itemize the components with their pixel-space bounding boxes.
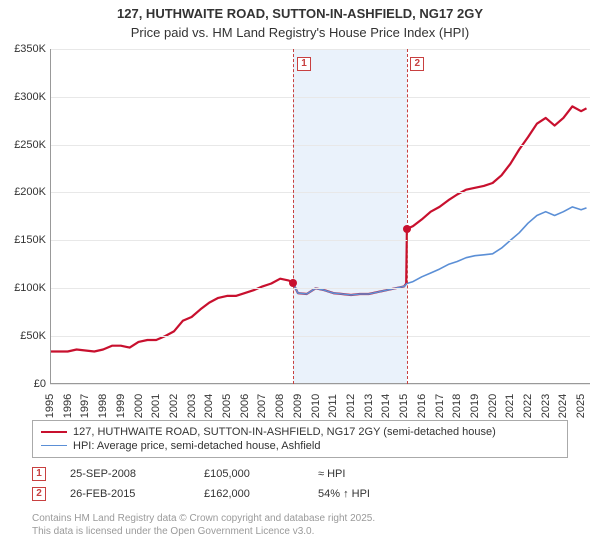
x-tick-label: 2008 [274, 394, 286, 418]
y-tick-label: £350K [14, 43, 46, 55]
x-tick-label: 2009 [292, 394, 304, 418]
x-tick-label: 2020 [487, 394, 499, 418]
chart-title-line1: 127, HUTHWAITE ROAD, SUTTON-IN-ASHFIELD,… [0, 0, 600, 25]
legend-swatch [41, 431, 67, 433]
legend-row: HPI: Average price, semi-detached house,… [41, 439, 559, 453]
chart-figure: £0£50K£100K£150K£200K£250K£300K£350K 12 … [0, 44, 600, 414]
events-table: 1 25-SEP-2008 £105,000 ≈ HPI 2 26-FEB-2015 £16… [32, 464, 568, 504]
y-axis-line [50, 49, 51, 384]
x-tick-label: 2005 [221, 394, 233, 418]
legend-label: 127, HUTHWAITE ROAD, SUTTON-IN-ASHFIELD,… [73, 426, 496, 438]
event-dash-line [293, 49, 294, 384]
event-delta: 54% ↑ HPI [318, 488, 370, 500]
x-tick-label: 2025 [575, 394, 587, 418]
x-axis: 1995199619971998199920002001200220032004… [50, 386, 590, 414]
event-row: 2 26-FEB-2015 £162,000 54% ↑ HPI [32, 484, 568, 504]
x-tick-label: 2011 [327, 394, 339, 418]
event-number-box: 1 [32, 467, 46, 481]
x-tick-label: 2001 [150, 394, 162, 418]
event-number-box: 2 [32, 487, 46, 501]
y-tick-label: £100K [14, 282, 46, 294]
y-tick-label: £0 [34, 378, 46, 390]
x-tick-label: 2018 [451, 394, 463, 418]
footer-attrib: Contains HM Land Registry data © Crown c… [32, 512, 568, 538]
x-tick-label: 1995 [44, 394, 56, 418]
x-tick-label: 2004 [203, 394, 215, 418]
event-date: 25-SEP-2008 [70, 468, 180, 480]
plot-area: 12 [50, 49, 590, 384]
event-dash-line [407, 49, 408, 384]
x-tick-label: 2006 [239, 394, 251, 418]
event-point [289, 279, 297, 287]
x-tick-label: 2000 [133, 394, 145, 418]
x-tick-label: 2012 [345, 394, 357, 418]
x-tick-label: 1997 [79, 394, 91, 418]
gridline [50, 336, 590, 337]
gridline [50, 288, 590, 289]
event-point [403, 225, 411, 233]
x-tick-label: 2022 [522, 394, 534, 418]
y-axis: £0£50K£100K£150K£200K£250K£300K£350K [0, 49, 48, 384]
x-tick-label: 2021 [504, 394, 516, 418]
x-tick-label: 2023 [540, 394, 552, 418]
y-tick-label: £150K [14, 234, 46, 246]
y-tick-label: £200K [14, 186, 46, 198]
x-tick-label: 1999 [115, 394, 127, 418]
gridline [50, 192, 590, 193]
footer-line2: This data is licensed under the Open Gov… [32, 525, 568, 538]
legend-label: HPI: Average price, semi-detached house,… [73, 440, 320, 452]
gridline [50, 384, 590, 385]
event-row: 1 25-SEP-2008 £105,000 ≈ HPI [32, 464, 568, 484]
y-tick-label: £250K [14, 139, 46, 151]
y-tick-label: £300K [14, 91, 46, 103]
y-tick-label: £50K [20, 330, 46, 342]
legend: 127, HUTHWAITE ROAD, SUTTON-IN-ASHFIELD,… [32, 420, 568, 458]
chart-lines-svg [50, 49, 590, 384]
x-tick-label: 2014 [380, 394, 392, 418]
x-tick-label: 1998 [97, 394, 109, 418]
series-price_paid [50, 106, 587, 351]
series-hpi [293, 207, 586, 295]
x-tick-label: 1996 [62, 394, 74, 418]
chart-title-line2: Price paid vs. HM Land Registry's House … [0, 25, 600, 44]
x-tick-label: 2002 [168, 394, 180, 418]
event-marker-2: 2 [410, 57, 424, 71]
x-tick-label: 2015 [398, 394, 410, 418]
x-axis-line [50, 383, 590, 384]
gridline [50, 97, 590, 98]
event-price: £162,000 [204, 488, 294, 500]
gridline [50, 240, 590, 241]
x-tick-label: 2016 [416, 394, 428, 418]
event-delta: ≈ HPI [318, 468, 345, 480]
gridline [50, 49, 590, 50]
legend-swatch [41, 445, 67, 446]
x-tick-label: 2024 [557, 394, 569, 418]
gridline [50, 145, 590, 146]
legend-row: 127, HUTHWAITE ROAD, SUTTON-IN-ASHFIELD,… [41, 425, 559, 439]
event-marker-1: 1 [297, 57, 311, 71]
x-tick-label: 2010 [310, 394, 322, 418]
x-tick-label: 2017 [434, 394, 446, 418]
event-price: £105,000 [204, 468, 294, 480]
footer-line1: Contains HM Land Registry data © Crown c… [32, 512, 568, 525]
x-tick-label: 2003 [186, 394, 198, 418]
event-date: 26-FEB-2015 [70, 488, 180, 500]
x-tick-label: 2019 [469, 394, 481, 418]
x-tick-label: 2013 [363, 394, 375, 418]
x-tick-label: 2007 [256, 394, 268, 418]
